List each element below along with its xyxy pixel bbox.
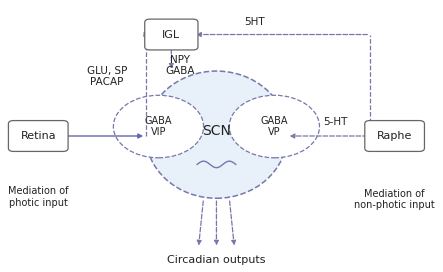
Ellipse shape — [113, 95, 203, 158]
FancyBboxPatch shape — [145, 19, 198, 50]
Ellipse shape — [229, 95, 319, 158]
Text: IGL: IGL — [162, 30, 180, 39]
Text: Raphe: Raphe — [377, 131, 412, 141]
Text: GABA
VIP: GABA VIP — [145, 116, 172, 137]
Text: GABA
VP: GABA VP — [260, 116, 288, 137]
FancyBboxPatch shape — [365, 120, 424, 152]
Text: Mediation of
non-photic input: Mediation of non-photic input — [354, 189, 435, 211]
Text: Mediation of
photic input: Mediation of photic input — [8, 186, 69, 208]
FancyBboxPatch shape — [8, 120, 68, 152]
Text: SCN: SCN — [202, 123, 231, 138]
Text: NPY
GABA: NPY GABA — [165, 55, 194, 76]
Text: GLU, SP
PACAP: GLU, SP PACAP — [87, 66, 127, 87]
Ellipse shape — [146, 71, 287, 198]
Text: Circadian outputs: Circadian outputs — [167, 255, 266, 265]
Text: Retina: Retina — [20, 131, 56, 141]
Text: 5HT: 5HT — [245, 17, 265, 27]
Text: 5-HT: 5-HT — [323, 118, 347, 128]
